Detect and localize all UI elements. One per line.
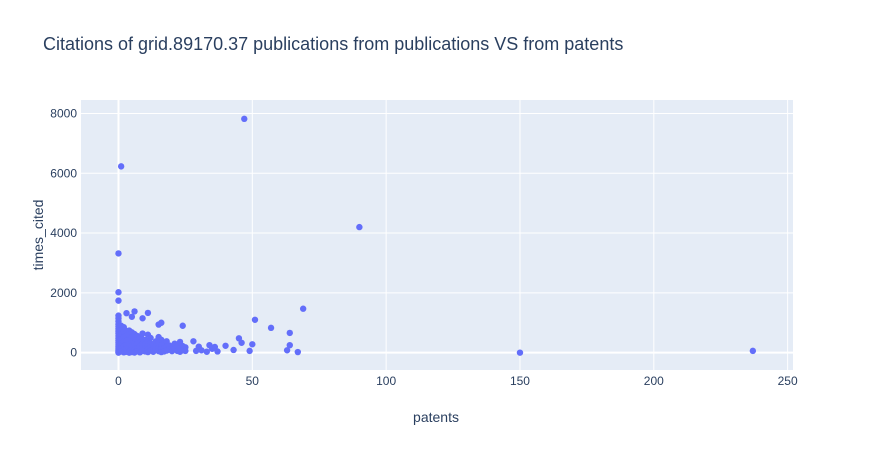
scatter-point[interactable]	[131, 308, 137, 314]
y-tick-label: 2000	[50, 286, 77, 300]
x-tick-label: 250	[778, 374, 798, 388]
x-tick-label: 150	[510, 374, 530, 388]
plot-area	[81, 100, 793, 370]
x-tick-label: 100	[376, 374, 396, 388]
scatter-point[interactable]	[214, 348, 220, 354]
scatter-point[interactable]	[517, 349, 523, 355]
chart-title: Citations of grid.89170.37 publications …	[43, 34, 623, 54]
y-tick-labels: 0 2000 4000 6000 8000	[50, 106, 77, 359]
scatter-point[interactable]	[180, 323, 186, 329]
scatter-point[interactable]	[182, 348, 188, 354]
scatter-point[interactable]	[190, 338, 196, 344]
scatter-point[interactable]	[356, 224, 362, 230]
scatter-point[interactable]	[287, 342, 293, 348]
y-tick-label: 6000	[50, 166, 77, 180]
scatter-point[interactable]	[252, 317, 258, 323]
scatter-point[interactable]	[145, 310, 151, 316]
scatter-point[interactable]	[222, 343, 228, 349]
scatter-point[interactable]	[750, 348, 756, 354]
y-tick-label: 8000	[50, 106, 77, 120]
x-tick-labels: 0 50 100 150 200 250	[115, 374, 798, 388]
x-axis-label: patents	[413, 409, 459, 425]
scatter-point[interactable]	[158, 320, 164, 326]
scatter-point[interactable]	[300, 306, 306, 312]
scatter-point[interactable]	[118, 163, 124, 169]
y-tick-label: 4000	[50, 226, 77, 240]
scatter-point[interactable]	[246, 348, 252, 354]
x-tick-label: 50	[246, 374, 260, 388]
scatter-point[interactable]	[123, 310, 129, 316]
scatter-point[interactable]	[204, 349, 210, 355]
scatter-point[interactable]	[287, 330, 293, 336]
scatter-point[interactable]	[115, 289, 121, 295]
y-axis-label: times_cited	[30, 200, 46, 271]
scatter-point[interactable]	[241, 116, 247, 122]
scatter-point[interactable]	[198, 347, 204, 353]
scatter-point[interactable]	[249, 341, 255, 347]
y-tick-label: 0	[70, 346, 77, 360]
scatter-point[interactable]	[139, 315, 145, 321]
scatter-point[interactable]	[238, 340, 244, 346]
scatter-point[interactable]	[268, 325, 274, 331]
x-tick-label: 0	[115, 374, 122, 388]
scatter-point[interactable]	[295, 349, 301, 355]
scatter-point[interactable]	[139, 330, 145, 336]
scatter-point[interactable]	[230, 347, 236, 353]
x-tick-label: 200	[644, 374, 664, 388]
scatter-point[interactable]	[115, 250, 121, 256]
scatter-point[interactable]	[115, 297, 121, 303]
